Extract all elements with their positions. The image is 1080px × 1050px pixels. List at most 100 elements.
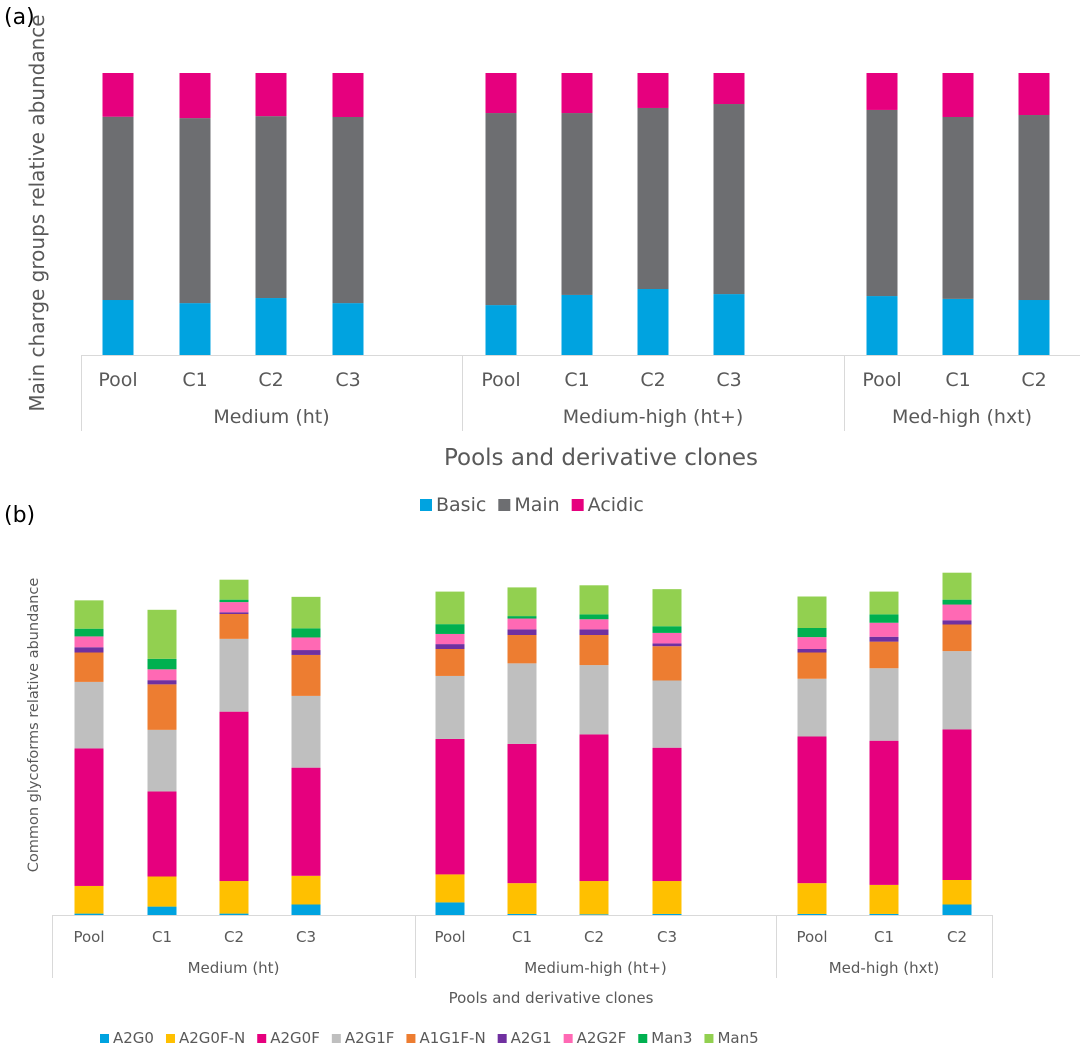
bar-segment-man3 — [291, 628, 321, 638]
x-tick-label: C1 — [874, 928, 894, 946]
bar-segment-acidic — [485, 73, 517, 114]
legend-swatch — [406, 1034, 416, 1043]
legend-swatch — [638, 1034, 648, 1043]
bar-segment-a2g1 — [797, 649, 827, 653]
bar-segment-man5 — [797, 596, 827, 628]
bar-segment-man5 — [942, 572, 972, 600]
legend-swatch — [704, 1034, 714, 1043]
x-tick-label: C1 — [512, 928, 532, 946]
bar-segment-basic — [942, 298, 974, 355]
bar-segment-a2g2f — [869, 622, 899, 637]
bar-segment-man3 — [942, 599, 972, 605]
bar-segment-acidic — [102, 73, 134, 117]
bar-segment-a2g0f — [291, 767, 321, 876]
bar-segment-a2g1f — [435, 675, 465, 739]
bar-segment-a2g0f — [579, 734, 609, 882]
bar-segment-a2g0f — [869, 740, 899, 885]
x-tick-label: C1 — [152, 928, 172, 946]
x-tick-label: C3 — [657, 928, 677, 946]
group-label: Medium-high (ht+) — [563, 406, 744, 428]
legend-label: Main — [514, 494, 559, 516]
bar-segment-a2g2f — [147, 669, 177, 681]
bar-segment-a2g2f — [652, 632, 682, 644]
bar-segment-a2g1f — [291, 695, 321, 768]
bar-segment-basic — [1018, 300, 1050, 355]
bar-segment-basic — [561, 294, 593, 355]
x-tick-label: C2 — [584, 928, 604, 946]
bar-segment-a2g2f — [579, 619, 609, 630]
group-label: Medium (ht) — [213, 406, 329, 428]
x-tick-label: C2 — [224, 928, 244, 946]
bar-segment-man5 — [579, 585, 609, 615]
bar-segment-man5 — [74, 600, 104, 629]
bar-segment-man5 — [507, 587, 537, 617]
bar-segment-acidic — [866, 73, 898, 110]
x-tick-label: Pool — [98, 369, 137, 391]
legend-item: A1G1F-N — [406, 1029, 486, 1047]
bar-segment-man5 — [435, 591, 465, 625]
legend-item: Basic — [420, 494, 486, 516]
chart-a-charge-groups: Main charge groups relative abundance Poo… — [25, 14, 1080, 516]
bar-segment-main — [102, 116, 134, 301]
bar-segment-a2g1f — [507, 663, 537, 744]
bar-segment-a2g1 — [942, 620, 972, 625]
bar-segment-a2g0f-n — [435, 874, 465, 903]
bar-segment-man3 — [435, 624, 465, 634]
bar-segment-basic — [179, 303, 211, 355]
bar-segment-main — [942, 116, 974, 299]
bar-segment-a2g2f — [435, 633, 465, 645]
group-label: Medium (ht) — [188, 959, 280, 977]
bar-segment-acidic — [255, 73, 287, 117]
x-tick-label: C1 — [182, 369, 207, 391]
bar-segment-a2g2f — [291, 637, 321, 651]
bar-segment-man5 — [219, 579, 249, 600]
bar-segment-a1g1f-n — [435, 649, 465, 676]
bar-segment-a2g1f — [147, 729, 177, 792]
bar-segment-acidic — [637, 73, 669, 108]
bar-segment-a2g1 — [579, 629, 609, 635]
bar-segment-main — [485, 113, 517, 306]
bar-segment-a2g1 — [219, 612, 249, 614]
bar-segment-man3 — [507, 616, 537, 619]
bar-segment-a2g1 — [869, 636, 899, 642]
x-axis-title: Pools and derivative clones — [444, 445, 758, 471]
legend-label: A1G1F-N — [419, 1029, 485, 1047]
legend-label: A2G2F — [577, 1029, 627, 1047]
bar-segment-a2g2f — [942, 604, 972, 621]
y-axis-label: Common glycoforms relative abundance — [26, 578, 42, 873]
bar-segment-basic — [866, 296, 898, 355]
bar-segment-acidic — [713, 73, 745, 105]
bar-segment-a1g1f-n — [579, 635, 609, 666]
legend-item: A2G1 — [497, 1029, 552, 1047]
bar-segment-main — [866, 109, 898, 297]
bar-segment-acidic — [332, 73, 364, 117]
legend-item: A2G0F — [257, 1029, 320, 1047]
bar-segment-acidic — [1018, 73, 1050, 116]
bar-segment-a2g0f-n — [797, 883, 827, 914]
bar-segment-a2g0f — [219, 711, 249, 882]
bar-segment-man5 — [147, 609, 177, 659]
bar-segment-a1g1f-n — [74, 652, 104, 682]
bar-segment-man5 — [291, 596, 321, 629]
legend-swatch — [497, 1034, 507, 1043]
bar-segment-a2g1f — [219, 638, 249, 712]
legend-item: Main — [498, 494, 560, 516]
bar-segment-man3 — [869, 614, 899, 623]
y-axis-label: Main charge groups relative abundance — [25, 14, 49, 411]
bar-segment-main — [637, 107, 669, 290]
bar-segment-a2g2f — [219, 602, 249, 613]
legend-label: A2G0F-N — [179, 1029, 245, 1047]
bar-segment-a2g0f-n — [74, 885, 104, 914]
bar-segment-a2g0 — [219, 913, 249, 915]
legend-swatch — [165, 1034, 175, 1043]
bar-segment-a2g1f — [869, 668, 899, 741]
bar-segment-a2g1f — [942, 651, 972, 730]
bar-segment-man3 — [74, 628, 104, 637]
bar-segment-a1g1f-n — [652, 646, 682, 681]
bar-segment-a2g0f — [435, 738, 465, 875]
bar-segment-a2g0f-n — [291, 875, 321, 905]
bar-segment-a2g0f — [74, 748, 104, 886]
panel-label-b: (b) — [4, 503, 35, 528]
bar-segment-basic — [485, 305, 517, 355]
bar-segment-a2g1 — [147, 680, 177, 685]
